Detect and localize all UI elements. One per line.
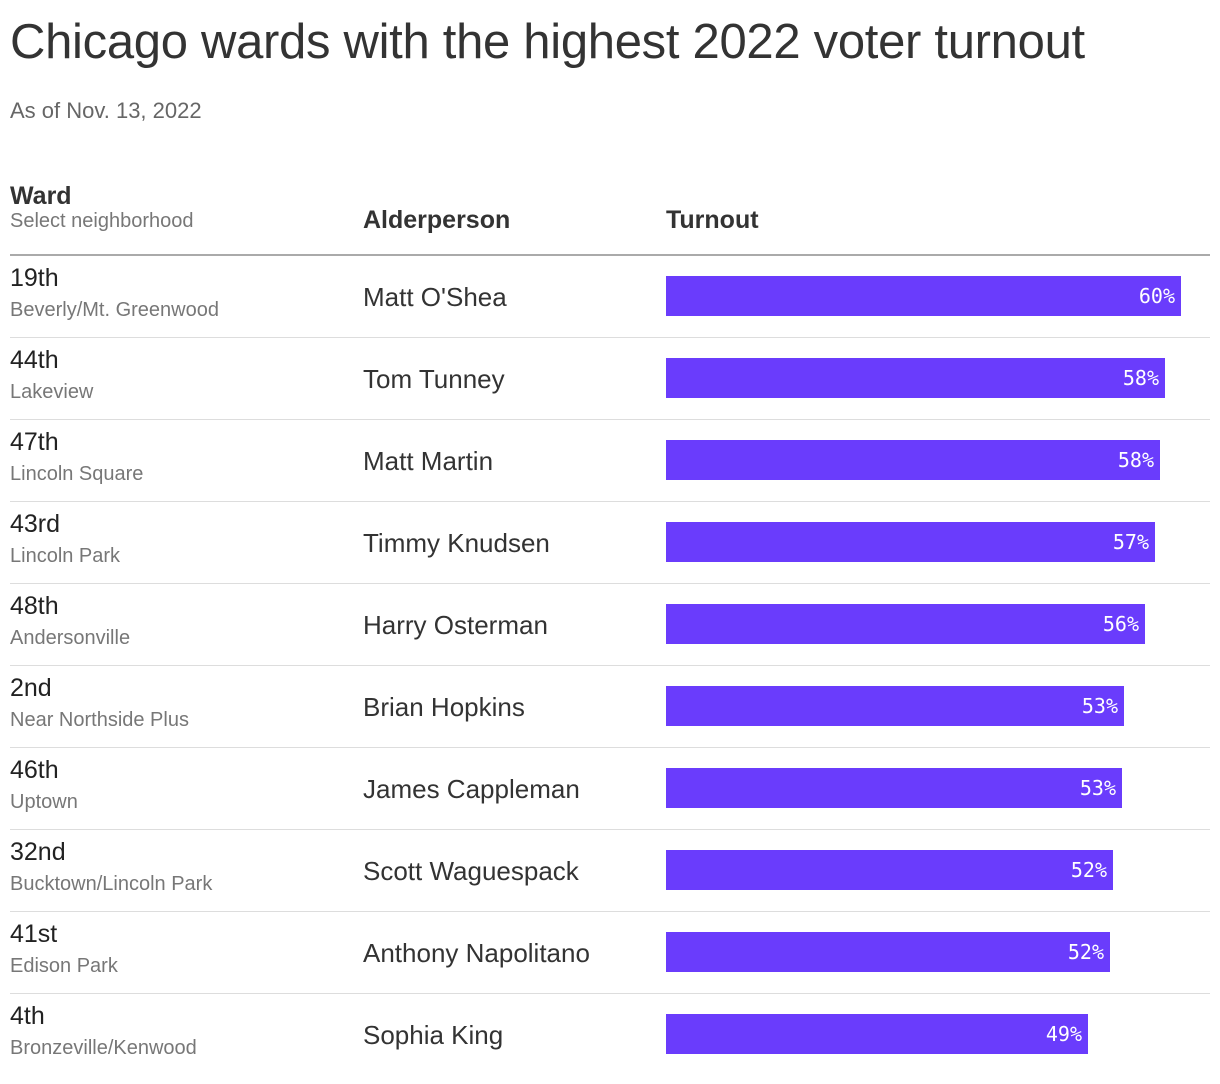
chart-title: Chicago wards with the highest 2022 vote…	[10, 15, 1085, 69]
header-turnout: Turnout	[666, 206, 759, 234]
alderperson-name: James Cappleman	[363, 773, 580, 804]
turnout-bar: 49%	[666, 1014, 1088, 1054]
turnout-value-label: 53%	[1081, 694, 1118, 718]
turnout-value-label: 60%	[1138, 284, 1175, 308]
table-row: 44th Lakeview Tom Tunney 58%	[10, 338, 1210, 420]
turnout-value-label: 52%	[1067, 940, 1104, 964]
alderperson-name: Tom Tunney	[363, 363, 505, 394]
alderperson-name: Harry Osterman	[363, 609, 548, 640]
alderperson-name: Sophia King	[363, 1019, 504, 1050]
alderperson-name: Timmy Knudsen	[363, 527, 550, 558]
alderperson-name: Scott Waguespack	[363, 855, 579, 886]
alderperson-name: Brian Hopkins	[363, 691, 525, 722]
table-row: 19th Beverly/Mt. Greenwood Matt O'Shea 60%	[10, 256, 1210, 338]
table-header: Ward Select neighborhood Alderperson Tur…	[10, 180, 1210, 254]
table-row: 32nd Bucktown/Lincoln Park Scott Waguespac…	[10, 830, 1210, 912]
turnout-value-label: 49%	[1045, 1022, 1082, 1046]
turnout-value-label: 57%	[1112, 530, 1149, 554]
ward-number: 44th	[10, 346, 59, 374]
ward-neighborhood: Edison Park	[10, 955, 118, 977]
alderperson-name: Anthony Napolitano	[363, 937, 590, 968]
ward-neighborhood: Bronzeville/Kenwood	[10, 1037, 197, 1059]
ward-neighborhood: Lincoln Square	[10, 463, 144, 485]
table-row: 47th Lincoln Square Matt Martin 58%	[10, 420, 1210, 502]
table-body: 19th Beverly/Mt. Greenwood Matt O'Shea 60% 4…	[10, 256, 1210, 1075]
alderperson-name: Matt O'Shea	[363, 281, 507, 312]
turnout-bar: 57%	[666, 522, 1155, 562]
turnout-bar: 56%	[666, 604, 1145, 644]
ward-number: 41st	[10, 920, 58, 948]
ward-neighborhood: Uptown	[10, 791, 78, 813]
ward-number: 32nd	[10, 838, 66, 866]
ward-neighborhood: Bucktown/Lincoln Park	[10, 873, 213, 895]
ward-number: 43rd	[10, 510, 61, 538]
turnout-bar: 60%	[666, 276, 1181, 316]
turnout-bar: 58%	[666, 440, 1160, 480]
ward-neighborhood: Andersonville	[10, 627, 131, 649]
ward-number: 4th	[10, 1002, 45, 1030]
table-row: 48th Andersonville Harry Osterman 56%	[10, 584, 1210, 666]
table-row: 41st Edison Park Anthony Napolitano 52%	[10, 912, 1210, 994]
header-ward: Ward	[10, 182, 72, 210]
turnout-value-label: 56%	[1102, 612, 1139, 636]
turnout-value-label: 53%	[1079, 776, 1116, 800]
turnout-value-label: 58%	[1122, 366, 1159, 390]
ward-number: 19th	[10, 264, 59, 292]
turnout-bar: 52%	[666, 850, 1113, 890]
turnout-bar: 53%	[666, 768, 1122, 808]
ward-neighborhood: Lakeview	[10, 381, 94, 403]
alderperson-name: Matt Martin	[363, 445, 494, 476]
header-alderperson: Alderperson	[363, 206, 511, 234]
table-row: 46th Uptown James Cappleman 53%	[10, 748, 1210, 830]
ward-neighborhood: Near Northside Plus	[10, 709, 189, 731]
turnout-value-label: 58%	[1117, 448, 1154, 472]
ward-neighborhood: Beverly/Mt. Greenwood	[10, 299, 219, 321]
turnout-bar: 52%	[666, 932, 1110, 972]
ward-number: 2nd	[10, 674, 52, 702]
table-row: 4th Bronzeville/Kenwood Sophia King 49%	[10, 994, 1210, 1075]
ward-neighborhood: Lincoln Park	[10, 545, 121, 567]
turnout-value-label: 52%	[1070, 858, 1107, 882]
ward-number: 46th	[10, 756, 59, 784]
table-row: 2nd Near Northside Plus Brian Hopkins 53%	[10, 666, 1210, 748]
ward-number: 48th	[10, 592, 59, 620]
turnout-bar: 53%	[666, 686, 1124, 726]
ward-number: 47th	[10, 428, 59, 456]
chart-subtitle: As of Nov. 13, 2022	[10, 98, 202, 123]
table-row: 43rd Lincoln Park Timmy Knudsen 57%	[10, 502, 1210, 584]
header-divider	[10, 254, 1210, 256]
header-ward-subtitle: Select neighborhood	[10, 210, 194, 232]
turnout-bar: 58%	[666, 358, 1165, 398]
